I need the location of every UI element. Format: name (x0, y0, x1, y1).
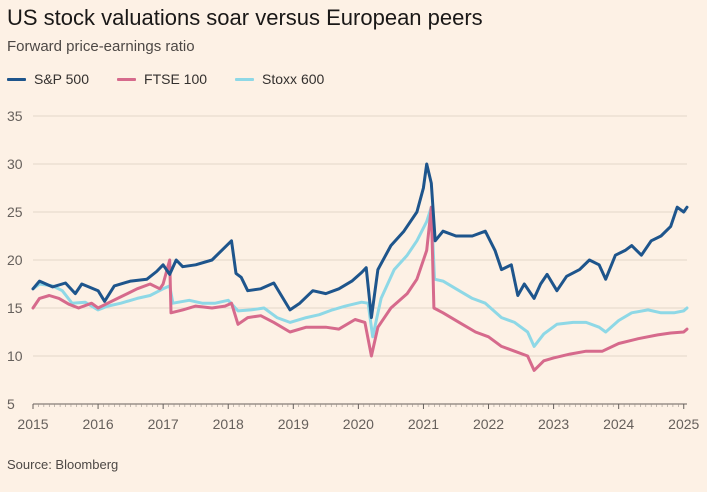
x-tick-label: 2022 (473, 416, 504, 432)
legend-swatch-ftse100 (117, 77, 137, 81)
legend-label-sp500: S&P 500 (34, 71, 90, 87)
y-tick-label: 35 (7, 108, 23, 124)
series-line-s-p-500 (31, 162, 689, 320)
x-tick-label: 2021 (408, 416, 439, 432)
legend-swatch-sp500 (7, 77, 26, 81)
x-tick-label: 2025 (668, 416, 699, 432)
source-note: Source: Bloomberg (7, 457, 119, 472)
chart-title: US stock valuations soar versus European… (7, 5, 483, 30)
series-line-stoxx-600 (31, 205, 689, 348)
x-tick-label: 2018 (213, 416, 244, 432)
legend-item-ftse100: FTSE 100 (117, 71, 207, 87)
x-tick-label: 2017 (148, 416, 179, 432)
x-tick-label: 2020 (343, 416, 374, 432)
y-tick-label: 25 (7, 204, 23, 220)
legend-item-stoxx600: Stoxx 600 (235, 71, 324, 87)
y-tick-label: 20 (7, 252, 23, 268)
chart-subtitle: Forward price-earnings ratio (7, 38, 195, 55)
legend-label-stoxx600: Stoxx 600 (262, 71, 325, 87)
legend-swatch-stoxx600 (235, 77, 255, 81)
series-layer (31, 162, 689, 372)
legend-item-sp500: S&P 500 (7, 71, 89, 87)
y-tick-label: 30 (7, 156, 23, 172)
x-tick-label: 2024 (603, 416, 634, 432)
y-tick-label: 15 (7, 300, 23, 316)
chart-legend: S&P 500 FTSE 100 Stoxx 600 (7, 71, 324, 87)
x-tick-label: 2019 (278, 416, 309, 432)
grid-layer (33, 115, 687, 405)
x-tick-label: 2023 (538, 416, 569, 432)
series-line-ftse-100 (31, 205, 689, 372)
legend-label-ftse100: FTSE 100 (144, 71, 208, 87)
x-tick-label: 2016 (82, 416, 113, 432)
y-tick-label: 10 (7, 348, 23, 364)
x-tick-label: 2015 (17, 416, 48, 432)
y-tick-label: 5 (7, 396, 15, 412)
